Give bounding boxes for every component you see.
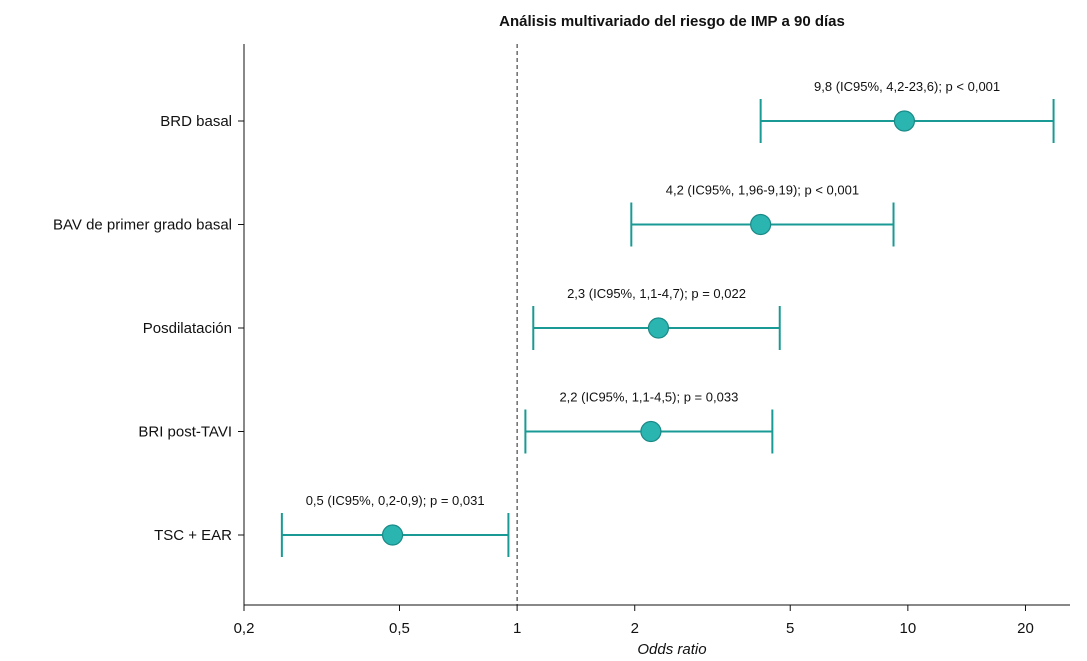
forest-rows: BRD basal 9,8 (IC95%, 4,2-23,6); p < 0,00… — [53, 79, 1055, 557]
row-label: BAV de primer grado basal — [53, 217, 232, 234]
row-annotation: 9,8 (IC95%, 4,2-23,6); p < 0,001 — [814, 79, 1000, 94]
odds-ratio-point — [893, 110, 916, 132]
odds-ratio-point — [640, 420, 662, 443]
forest-row: Posdilatación 2,3 (IC95%, 1,1-4,7); p = 0… — [143, 286, 781, 350]
odds-ratio-point — [750, 213, 772, 236]
odds-ratio-point — [647, 317, 670, 339]
x-tick-label: 20 — [1017, 620, 1034, 637]
forest-row: BAV de primer grado basal 4,2 (IC95%, 1,9… — [53, 183, 895, 247]
row-label: BRD basal — [160, 113, 232, 130]
x-tick-label: 5 — [786, 620, 794, 637]
row-annotation: 0,5 (IC95%, 0,2-0,9); p = 0,031 — [306, 493, 485, 508]
x-tick-label: 0,5 — [389, 620, 410, 637]
x-axis-label: Odds ratio — [637, 641, 706, 658]
odds-ratio-point — [381, 524, 404, 546]
row-annotation: 2,3 (IC95%, 1,1-4,7); p = 0,022 — [567, 286, 746, 301]
forest-row: TSC + EAR 0,5 (IC95%, 0,2-0,9); p = 0,031 — [154, 493, 510, 557]
x-tick-label: 2 — [631, 620, 639, 637]
row-annotation: 4,2 (IC95%, 1,96-9,19); p < 0,001 — [666, 183, 859, 198]
row-label: Posdilatación — [143, 320, 232, 337]
chart-title: Análisis multivariado del riesgo de IMP … — [499, 13, 845, 30]
row-label: TSC + EAR — [154, 527, 232, 544]
forest-row: BRI post-TAVI 2,2 (IC95%, 1,1-4,5); p = 0… — [138, 390, 774, 454]
forest-row: BRD basal 9,8 (IC95%, 4,2-23,6); p < 0,00… — [160, 79, 1055, 143]
x-ticks: 0,2 0,5 1 2 5 10 20 — [234, 605, 1034, 637]
x-tick-label: 0,2 — [234, 620, 255, 637]
x-tick-label: 1 — [513, 620, 521, 637]
row-label: BRI post-TAVI — [138, 424, 232, 441]
x-tick-label: 10 — [900, 620, 917, 637]
row-annotation: 2,2 (IC95%, 1,1-4,5); p = 0,033 — [559, 390, 738, 405]
